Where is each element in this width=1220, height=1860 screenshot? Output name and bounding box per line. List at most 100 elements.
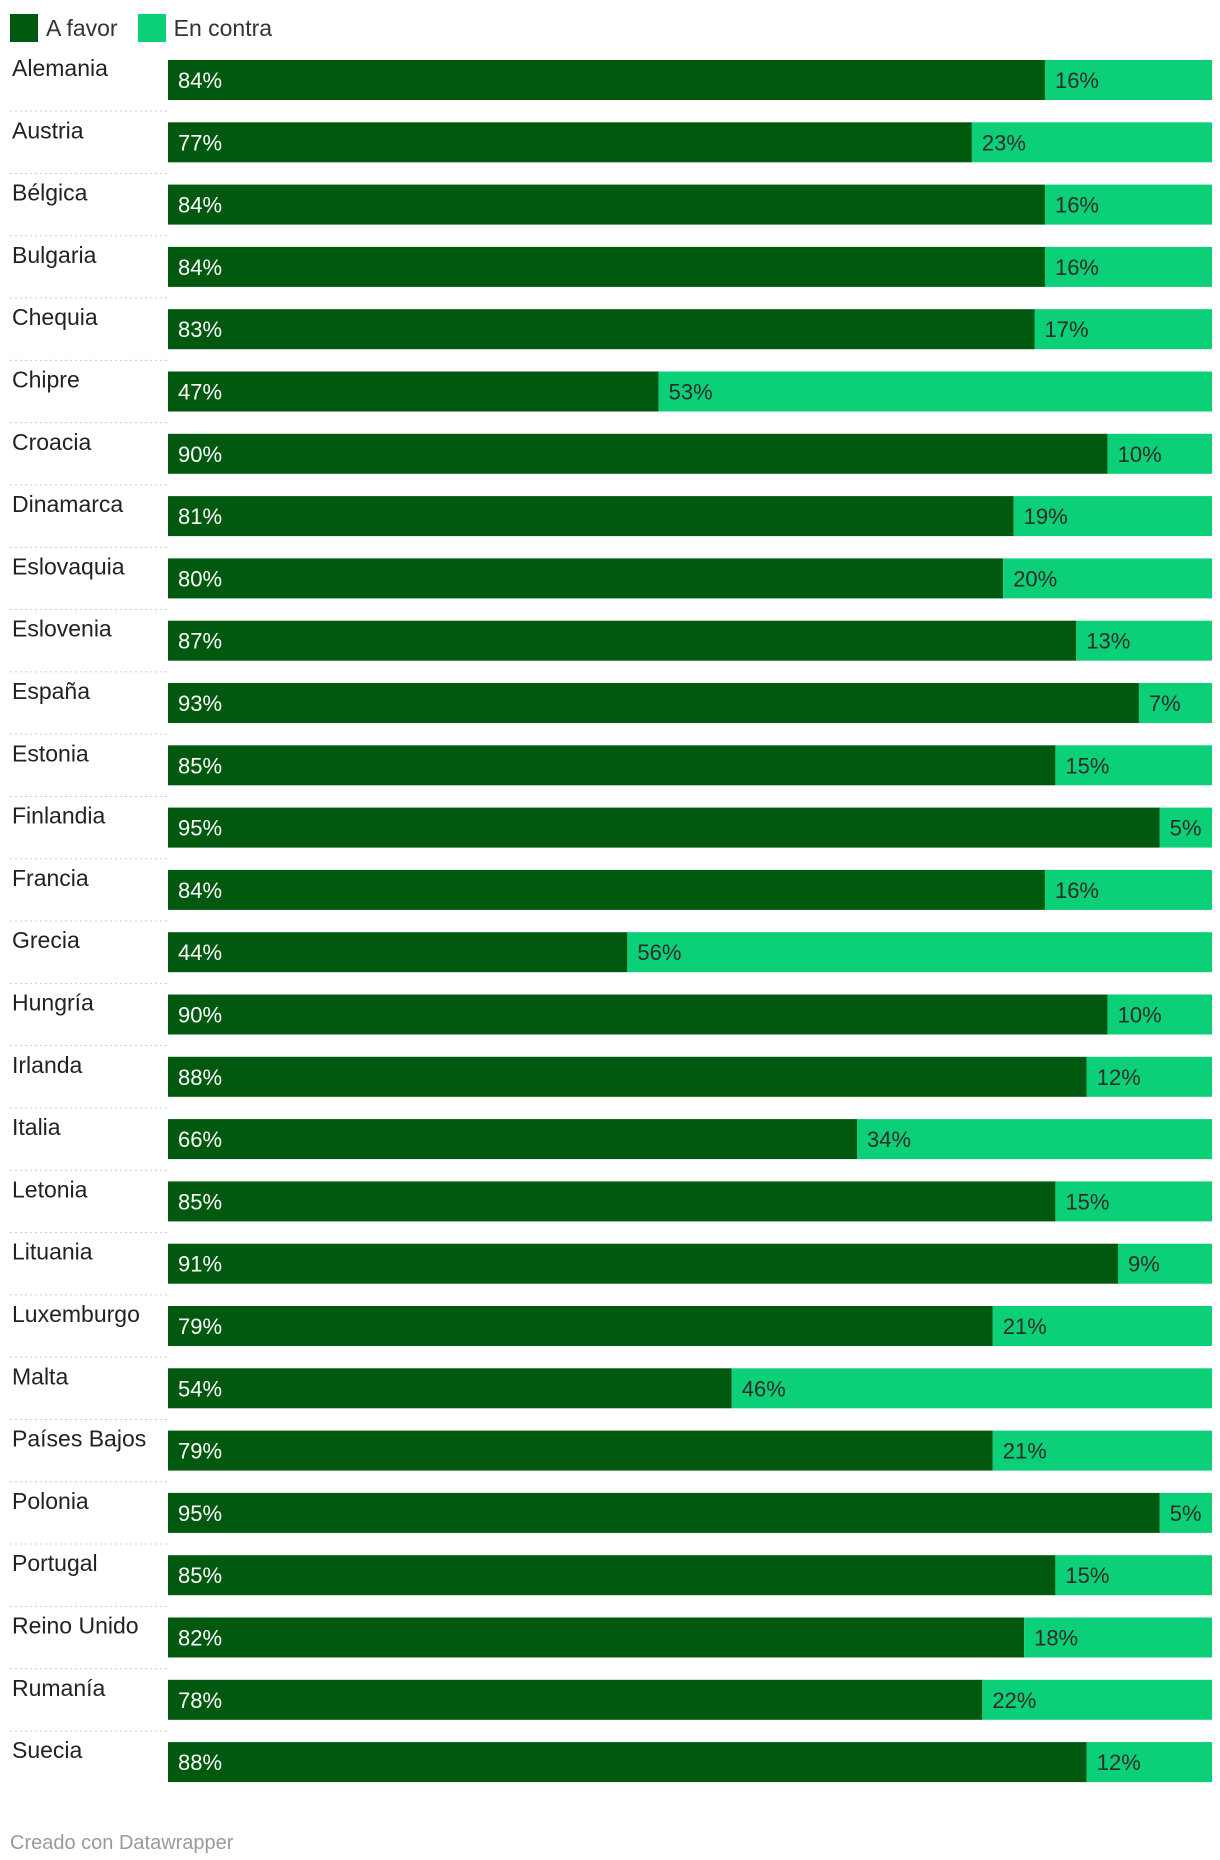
bar-a-favor-alemania[interactable] (168, 60, 1045, 100)
value-en-contra-letonia: 15% (1065, 1189, 1109, 1214)
bar-en-contra-reino-unido[interactable] (1024, 1617, 1212, 1658)
bar-a-favor-eslovenia[interactable] (168, 620, 1077, 661)
row-label-chequia: Chequia (12, 304, 98, 330)
value-en-contra-estonia: 15% (1065, 753, 1109, 778)
bar-en-contra-eslovenia[interactable] (1076, 620, 1212, 661)
bar-en-contra-luxemburgo[interactable] (992, 1306, 1212, 1346)
bar-a-favor-rumania[interactable] (168, 1679, 983, 1720)
row-label-austria: Austria (12, 117, 84, 143)
row-label-suecia: Suecia (12, 1737, 83, 1763)
bar-a-favor-chipre[interactable] (168, 371, 659, 412)
bar-en-contra-italia[interactable] (857, 1119, 1212, 1160)
row-label-espana: España (12, 678, 90, 704)
bar-en-contra-austria[interactable] (971, 122, 1212, 163)
bar-en-contra-lituania[interactable] (1118, 1243, 1212, 1284)
bar-a-favor-irlanda[interactable] (168, 1056, 1087, 1097)
row-label-finlandia: Finlandia (12, 803, 106, 829)
row-label-dinamarca: Dinamarca (12, 491, 123, 517)
bar-a-favor-chequia[interactable] (168, 309, 1035, 350)
bar-a-favor-suecia[interactable] (168, 1742, 1087, 1783)
value-en-contra-portugal: 15% (1065, 1563, 1109, 1588)
row-label-irlanda: Irlanda (12, 1052, 83, 1078)
value-en-contra-chequia: 17% (1045, 317, 1089, 342)
bar-en-contra-grecia[interactable] (627, 932, 1212, 973)
bar-a-favor-bulgaria[interactable] (168, 246, 1045, 287)
bar-a-favor-belgica[interactable] (168, 184, 1045, 225)
value-en-contra-polonia: 5% (1170, 1501, 1202, 1526)
bar-a-favor-malta[interactable] (168, 1368, 732, 1409)
value-a-favor-hungria: 90% (178, 1003, 222, 1028)
bar-en-contra-polonia[interactable] (1159, 1492, 1212, 1533)
row-label-lituania: Lituania (12, 1239, 93, 1265)
footer-credit[interactable]: Creado con Datawrapper (10, 1832, 234, 1854)
bar-a-favor-portugal[interactable] (168, 1555, 1056, 1596)
row-label-polonia: Polonia (12, 1488, 89, 1514)
bar-a-favor-reino-unido[interactable] (168, 1617, 1025, 1658)
bar-en-contra-alemania[interactable] (1044, 60, 1212, 100)
bar-en-contra-eslovaquia[interactable] (1003, 558, 1212, 599)
bar-en-contra-paises-bajos[interactable] (992, 1430, 1212, 1471)
bar-a-favor-finlandia[interactable] (168, 807, 1160, 848)
bar-en-contra-espana[interactable] (1138, 683, 1212, 723)
row-label-eslovaquia: Eslovaquia (12, 553, 125, 579)
bar-a-favor-polonia[interactable] (168, 1492, 1160, 1533)
value-en-contra-reino-unido: 18% (1034, 1626, 1078, 1651)
row-label-portugal: Portugal (12, 1550, 98, 1576)
bar-a-favor-eslovaquia[interactable] (168, 558, 1004, 599)
bar-a-favor-paises-bajos[interactable] (168, 1430, 993, 1471)
bar-en-contra-rumania[interactable] (982, 1679, 1212, 1720)
bar-a-favor-croacia[interactable] (168, 433, 1108, 474)
bar-en-contra-bulgaria[interactable] (1044, 246, 1212, 287)
value-en-contra-bulgaria: 16% (1055, 255, 1099, 280)
bar-en-contra-hungria[interactable] (1107, 994, 1212, 1035)
value-a-favor-francia: 84% (178, 878, 222, 903)
value-en-contra-eslovenia: 13% (1086, 629, 1130, 654)
bar-en-contra-portugal[interactable] (1055, 1555, 1212, 1596)
bar-en-contra-finlandia[interactable] (1159, 807, 1212, 848)
bar-a-favor-espana[interactable] (168, 683, 1139, 723)
bar-a-favor-italia[interactable] (168, 1119, 858, 1160)
row-label-francia: Francia (12, 865, 89, 891)
row-label-reino-unido: Reino Unido (12, 1613, 139, 1639)
bar-en-contra-suecia[interactable] (1086, 1742, 1212, 1783)
bar-en-contra-irlanda[interactable] (1086, 1056, 1212, 1097)
bar-a-favor-austria[interactable] (168, 122, 972, 163)
value-en-contra-dinamarca: 19% (1024, 504, 1068, 529)
row-label-hungria: Hungría (12, 990, 94, 1016)
value-a-favor-chipre: 47% (178, 380, 222, 405)
bar-a-favor-luxemburgo[interactable] (168, 1306, 993, 1346)
bar-en-contra-malta[interactable] (731, 1368, 1212, 1409)
value-a-favor-letonia: 85% (178, 1189, 222, 1214)
bar-en-contra-letonia[interactable] (1055, 1181, 1212, 1222)
legend-label-en-contra: En contra (173, 14, 273, 41)
row-label-estonia: Estonia (12, 740, 89, 766)
bar-en-contra-estonia[interactable] (1055, 745, 1212, 786)
legend-item-en-contra: En contra (137, 14, 273, 42)
bar-en-contra-chipre[interactable] (658, 371, 1212, 412)
bar-a-favor-dinamarca[interactable] (168, 496, 1014, 537)
value-a-favor-espana: 93% (178, 691, 222, 716)
bar-en-contra-dinamarca[interactable] (1013, 496, 1212, 537)
row-label-malta: Malta (12, 1363, 68, 1389)
row-label-bulgaria: Bulgaria (12, 242, 97, 268)
value-a-favor-lituania: 91% (178, 1252, 222, 1277)
legend-swatch-a-favor (10, 14, 38, 42)
bar-a-favor-estonia[interactable] (168, 745, 1056, 786)
bar-en-contra-belgica[interactable] (1044, 184, 1212, 225)
value-en-contra-italia: 34% (867, 1127, 911, 1152)
bar-a-favor-grecia[interactable] (168, 932, 628, 973)
value-a-favor-belgica: 84% (178, 193, 222, 218)
value-a-favor-suecia: 88% (178, 1750, 222, 1775)
bar-a-favor-hungria[interactable] (168, 994, 1108, 1035)
value-a-favor-bulgaria: 84% (178, 255, 222, 280)
value-en-contra-finlandia: 5% (1170, 816, 1202, 841)
value-a-favor-portugal: 85% (178, 1563, 222, 1588)
bar-a-favor-francia[interactable] (168, 869, 1045, 910)
bar-a-favor-letonia[interactable] (168, 1181, 1056, 1222)
bar-en-contra-chequia[interactable] (1034, 309, 1212, 350)
bar-en-contra-croacia[interactable] (1107, 433, 1212, 474)
bar-en-contra-francia[interactable] (1044, 869, 1212, 910)
bar-a-favor-lituania[interactable] (168, 1243, 1119, 1284)
value-a-favor-rumania: 78% (178, 1688, 222, 1713)
